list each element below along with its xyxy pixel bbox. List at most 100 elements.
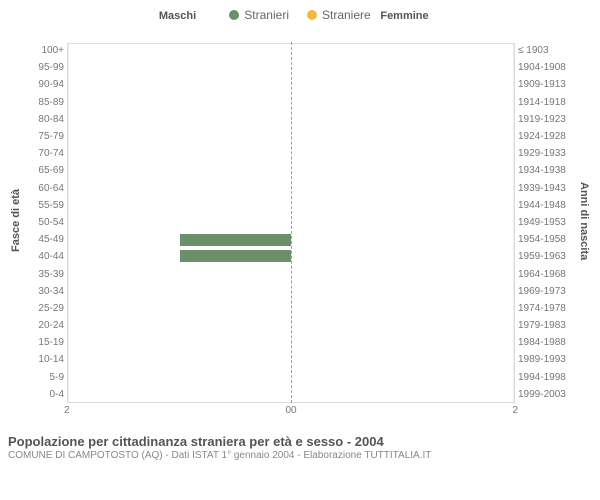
age-label: 95-99 bbox=[24, 59, 64, 76]
bar-row bbox=[291, 165, 514, 182]
age-label: 20-24 bbox=[24, 317, 64, 334]
birth-label: 1954-1958 bbox=[518, 231, 576, 248]
age-label: 40-44 bbox=[24, 248, 64, 265]
birth-label: 1979-1983 bbox=[518, 317, 576, 334]
birth-label: 1909-1913 bbox=[518, 76, 576, 93]
age-label: 70-74 bbox=[24, 145, 64, 162]
age-label: 100+ bbox=[24, 42, 64, 59]
chart-footer: Popolazione per cittadinanza straniera p… bbox=[8, 434, 592, 461]
birth-label: ≤ 1903 bbox=[518, 42, 576, 59]
column-title-male: Maschi bbox=[64, 10, 291, 22]
bar-row bbox=[68, 81, 291, 98]
birth-label: 1964-1968 bbox=[518, 265, 576, 282]
birth-label: 1969-1973 bbox=[518, 283, 576, 300]
bar-row bbox=[291, 381, 514, 398]
age-label: 25-29 bbox=[24, 300, 64, 317]
bar-row bbox=[291, 265, 514, 282]
bar-row bbox=[291, 198, 514, 215]
birth-label: 1929-1933 bbox=[518, 145, 576, 162]
birth-label: 1994-1998 bbox=[518, 369, 576, 386]
bar-row bbox=[68, 365, 291, 382]
male-half bbox=[67, 42, 291, 403]
bar-row bbox=[68, 215, 291, 232]
bar-row bbox=[68, 315, 291, 332]
bar-row bbox=[68, 131, 291, 148]
age-label: 0-4 bbox=[24, 386, 64, 403]
bar-row bbox=[291, 181, 514, 198]
x-tick: 2 bbox=[64, 405, 70, 416]
chart-title: Popolazione per cittadinanza straniera p… bbox=[8, 434, 592, 449]
male-bar bbox=[180, 250, 292, 262]
bar-row bbox=[68, 231, 291, 248]
population-pyramid-chart: Fasce di età Maschi Femmine 100+95-9990-… bbox=[8, 26, 592, 416]
bar-row bbox=[291, 98, 514, 115]
chart-subtitle: COMUNE DI CAMPOTOSTO (AQ) - Dati ISTAT 1… bbox=[8, 450, 592, 461]
age-label: 5-9 bbox=[24, 369, 64, 386]
bar-row bbox=[291, 115, 514, 132]
y-axis-title-left: Fasce di età bbox=[8, 26, 24, 416]
age-labels-left: 100+95-9990-9485-8980-8475-7970-7465-696… bbox=[24, 42, 67, 403]
birth-label: 1914-1918 bbox=[518, 94, 576, 111]
birth-label: 1999-2003 bbox=[518, 386, 576, 403]
age-label: 60-64 bbox=[24, 180, 64, 197]
birth-label: 1939-1943 bbox=[518, 180, 576, 197]
age-label: 65-69 bbox=[24, 162, 64, 179]
bar-row bbox=[291, 231, 514, 248]
bar-row bbox=[291, 348, 514, 365]
bar-row bbox=[68, 265, 291, 282]
age-label: 35-39 bbox=[24, 265, 64, 282]
birth-label: 1904-1908 bbox=[518, 59, 576, 76]
bar-row bbox=[291, 365, 514, 382]
bar-row bbox=[68, 165, 291, 182]
birth-label: 1984-1988 bbox=[518, 334, 576, 351]
plot-area bbox=[67, 42, 515, 403]
bar-row bbox=[291, 81, 514, 98]
center-divider bbox=[291, 42, 292, 403]
bar-row bbox=[291, 48, 514, 65]
bar-row bbox=[291, 131, 514, 148]
y-axis-title-right: Anni di nascita bbox=[576, 26, 592, 416]
age-label: 55-59 bbox=[24, 197, 64, 214]
bar-row bbox=[68, 115, 291, 132]
bar-row bbox=[68, 65, 291, 82]
bar-row bbox=[68, 148, 291, 165]
bar-row bbox=[291, 331, 514, 348]
bar-row bbox=[68, 348, 291, 365]
female-half bbox=[291, 42, 515, 403]
birth-label: 1919-1923 bbox=[518, 111, 576, 128]
male-bar bbox=[180, 234, 292, 246]
age-label: 85-89 bbox=[24, 94, 64, 111]
age-label: 45-49 bbox=[24, 231, 64, 248]
bar-row bbox=[291, 281, 514, 298]
bar-row bbox=[291, 65, 514, 82]
birth-label: 1944-1948 bbox=[518, 197, 576, 214]
bar-row bbox=[68, 198, 291, 215]
age-label: 90-94 bbox=[24, 76, 64, 93]
bar-row bbox=[68, 248, 291, 265]
bar-row bbox=[291, 315, 514, 332]
bar-row bbox=[68, 181, 291, 198]
birth-label: 1959-1963 bbox=[518, 248, 576, 265]
age-label: 50-54 bbox=[24, 214, 64, 231]
bar-row bbox=[68, 331, 291, 348]
birth-label: 1974-1978 bbox=[518, 300, 576, 317]
bar-row bbox=[68, 48, 291, 65]
x-axis: 20 02 bbox=[24, 405, 576, 416]
birth-label: 1989-1993 bbox=[518, 351, 576, 368]
x-tick: 0 bbox=[291, 405, 297, 416]
birth-labels-right: ≤ 19031904-19081909-19131914-19181919-19… bbox=[515, 42, 576, 403]
birth-label: 1934-1938 bbox=[518, 162, 576, 179]
age-label: 15-19 bbox=[24, 334, 64, 351]
age-label: 10-14 bbox=[24, 351, 64, 368]
bar-row bbox=[291, 215, 514, 232]
bar-row bbox=[68, 298, 291, 315]
age-label: 75-79 bbox=[24, 128, 64, 145]
bar-row bbox=[68, 98, 291, 115]
bar-row bbox=[68, 381, 291, 398]
bar-row bbox=[291, 148, 514, 165]
birth-label: 1949-1953 bbox=[518, 214, 576, 231]
bar-row bbox=[291, 248, 514, 265]
age-label: 80-84 bbox=[24, 111, 64, 128]
bar-row bbox=[291, 298, 514, 315]
column-title-female: Femmine bbox=[291, 10, 518, 22]
